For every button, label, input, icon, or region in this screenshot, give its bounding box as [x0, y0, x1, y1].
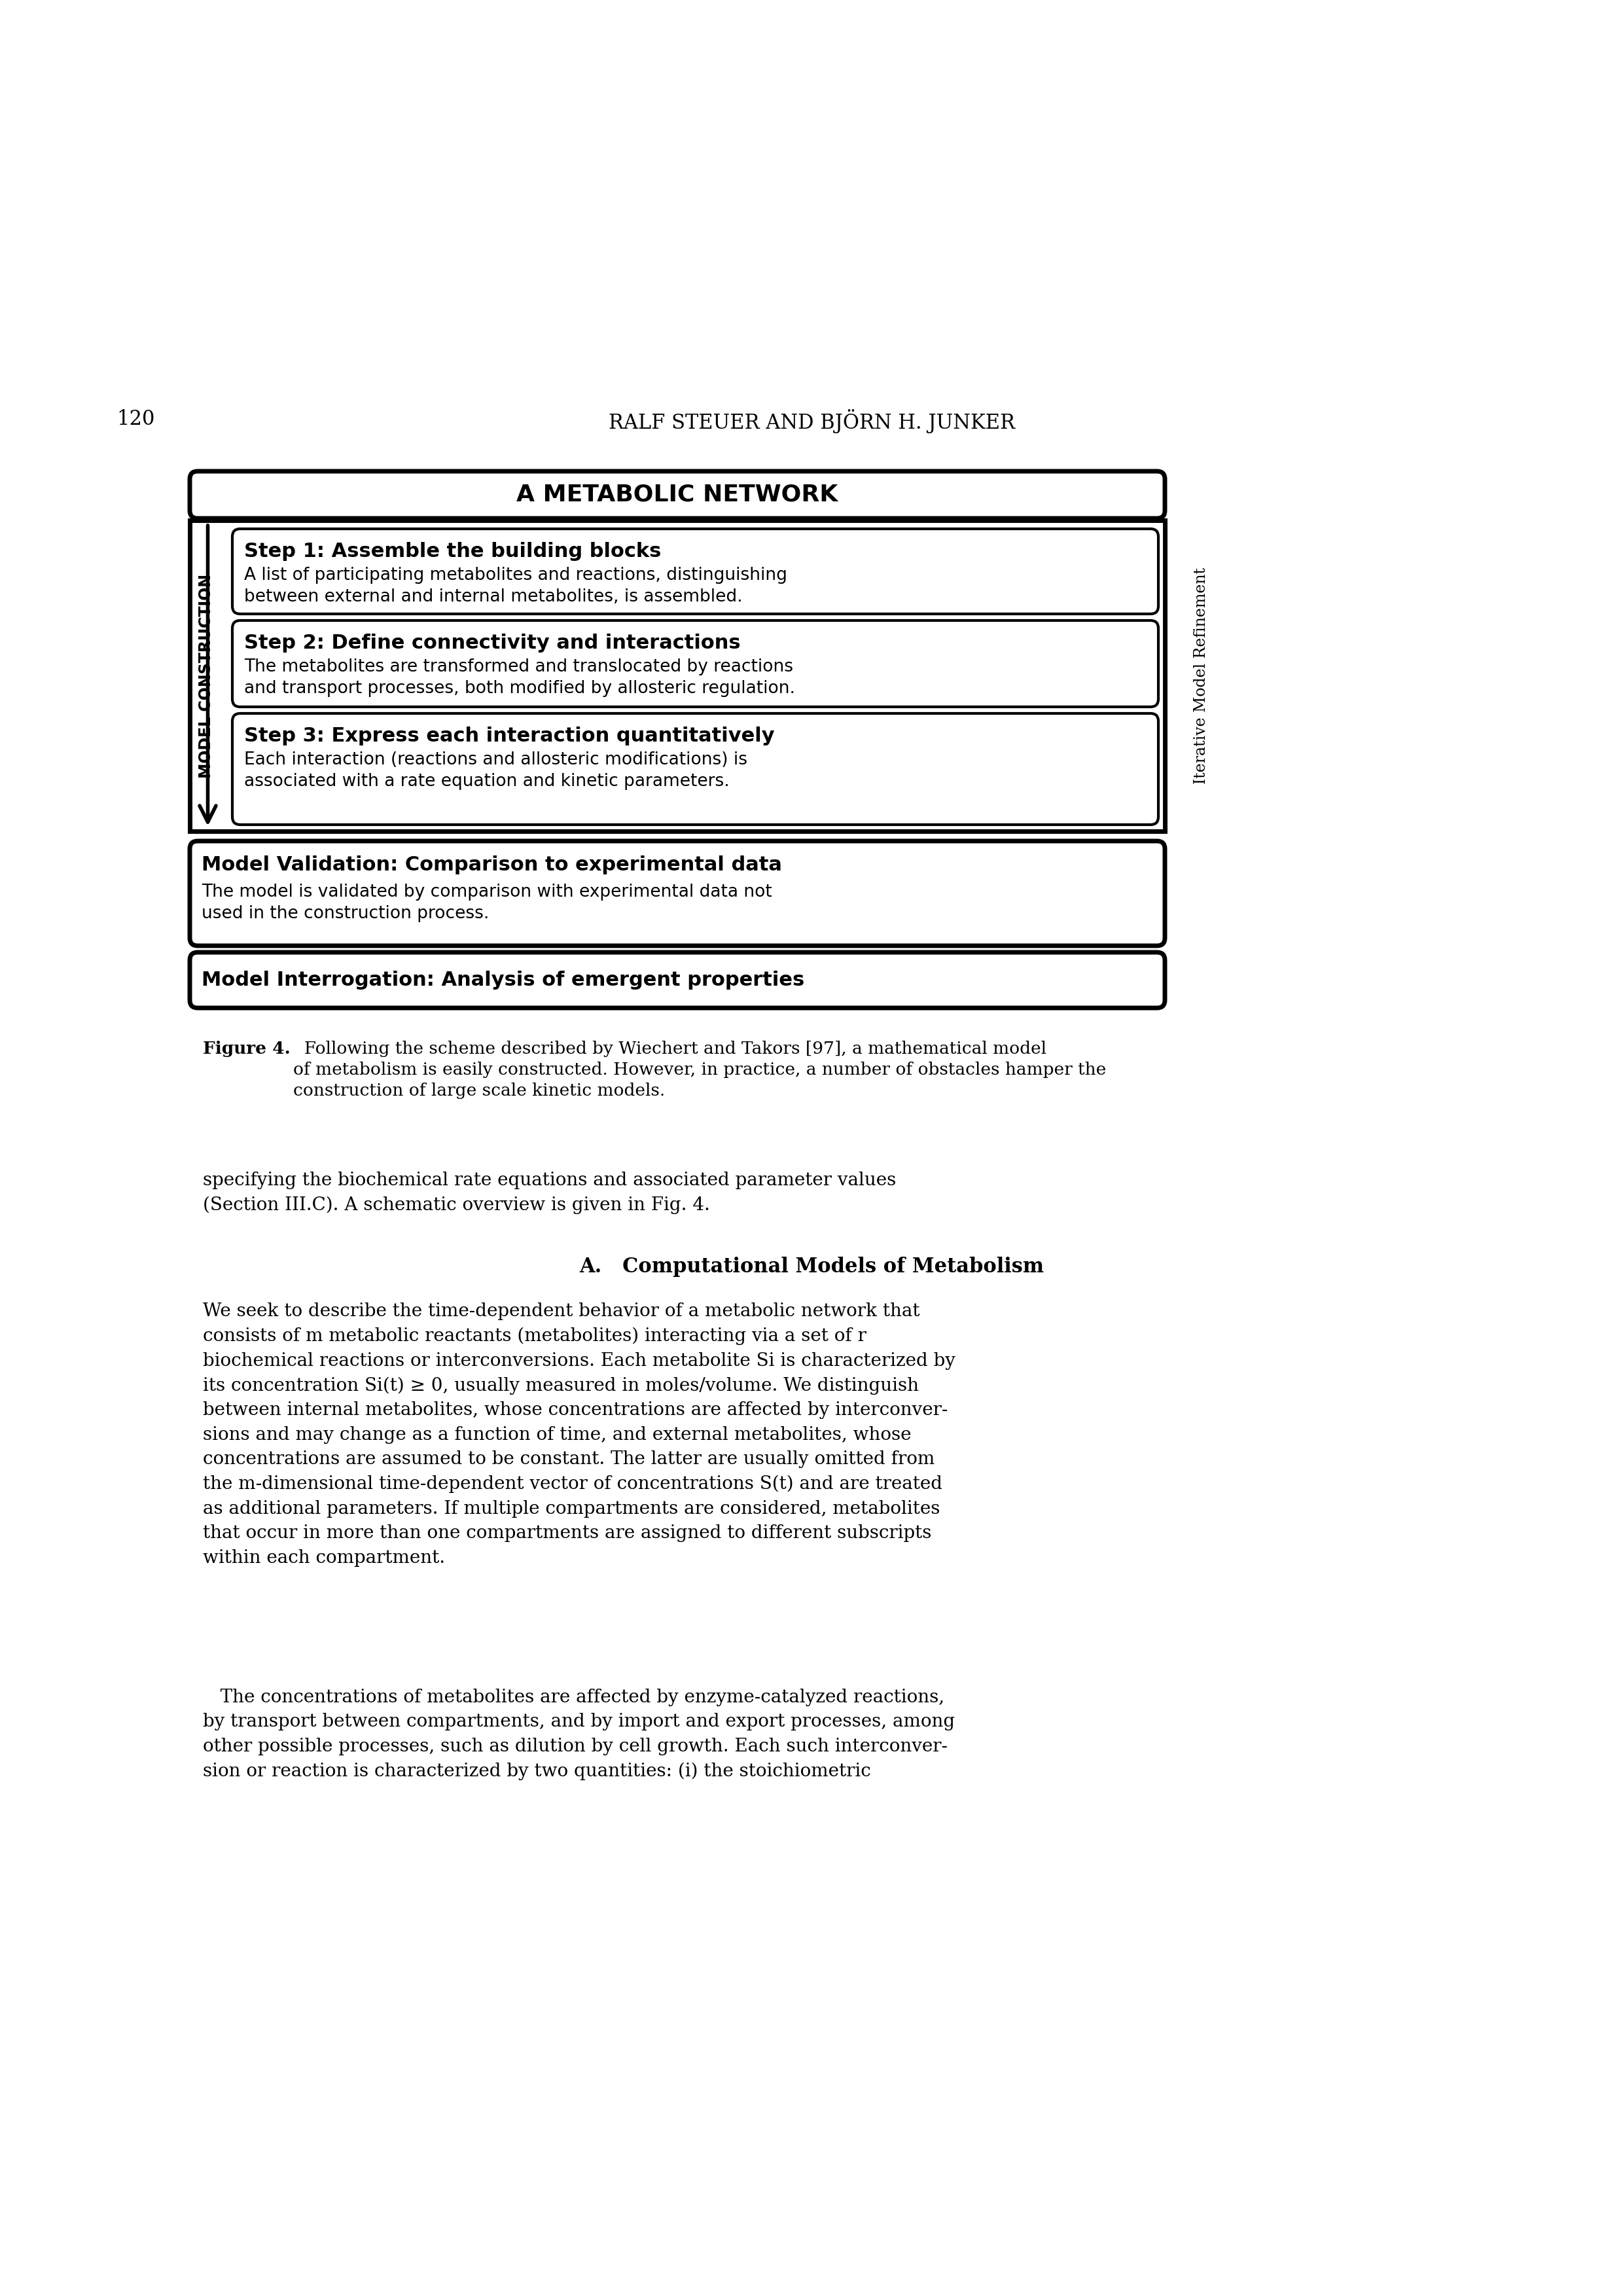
Text: Step 2: Define connectivity and interactions: Step 2: Define connectivity and interact… — [243, 634, 740, 652]
Text: MODEL CONSTRUCTION: MODEL CONSTRUCTION — [198, 574, 214, 778]
Text: The model is validated by comparison with experimental data not
used in the cons: The model is validated by comparison wit… — [201, 884, 773, 923]
Text: Iterative Model Refinement: Iterative Model Refinement — [1193, 567, 1209, 785]
Text: The concentrations of metabolites are affected by enzyme-catalyzed reactions,
by: The concentrations of metabolites are af… — [203, 1688, 954, 1779]
FancyBboxPatch shape — [190, 840, 1165, 946]
Text: Each interaction (reactions and allosteric modifications) is
associated with a r: Each interaction (reactions and alloster… — [243, 751, 747, 790]
FancyBboxPatch shape — [232, 620, 1159, 707]
Text: The metabolites are transformed and translocated by reactions
and transport proc: The metabolites are transformed and tran… — [243, 659, 795, 698]
Text: Model Interrogation: Analysis of emergent properties: Model Interrogation: Analysis of emergen… — [201, 971, 805, 990]
FancyBboxPatch shape — [190, 471, 1165, 519]
FancyBboxPatch shape — [232, 528, 1159, 613]
Text: Step 3: Express each interaction quantitatively: Step 3: Express each interaction quantit… — [243, 726, 774, 746]
Text: A list of participating metabolites and reactions, distinguishing
between extern: A list of participating metabolites and … — [243, 567, 787, 606]
Text: specifying the biochemical rate equations and associated parameter values
(Secti: specifying the biochemical rate equation… — [203, 1171, 896, 1215]
Text: We seek to describe the time-dependent behavior of a metabolic network that
cons: We seek to describe the time-dependent b… — [203, 1302, 956, 1566]
Text: RALF STEUER AND BJÖRN H. JUNKER: RALF STEUER AND BJÖRN H. JUNKER — [609, 409, 1014, 434]
Text: Figure 4.: Figure 4. — [203, 1040, 291, 1056]
Text: 120: 120 — [117, 409, 154, 429]
FancyBboxPatch shape — [232, 714, 1159, 824]
Bar — [190, 521, 1165, 831]
Text: A.   Computational Models of Metabolism: A. Computational Models of Metabolism — [579, 1256, 1044, 1277]
FancyBboxPatch shape — [190, 953, 1165, 1008]
Text: A METABOLIC NETWORK: A METABOLIC NETWORK — [516, 484, 837, 505]
Text: Step 1: Assemble the building blocks: Step 1: Assemble the building blocks — [243, 542, 661, 560]
Text: Following the scheme described by Wiechert and Takors [97], a mathematical model: Following the scheme described by Wieche… — [294, 1040, 1107, 1100]
Text: Model Validation: Comparison to experimental data: Model Validation: Comparison to experime… — [201, 856, 782, 875]
